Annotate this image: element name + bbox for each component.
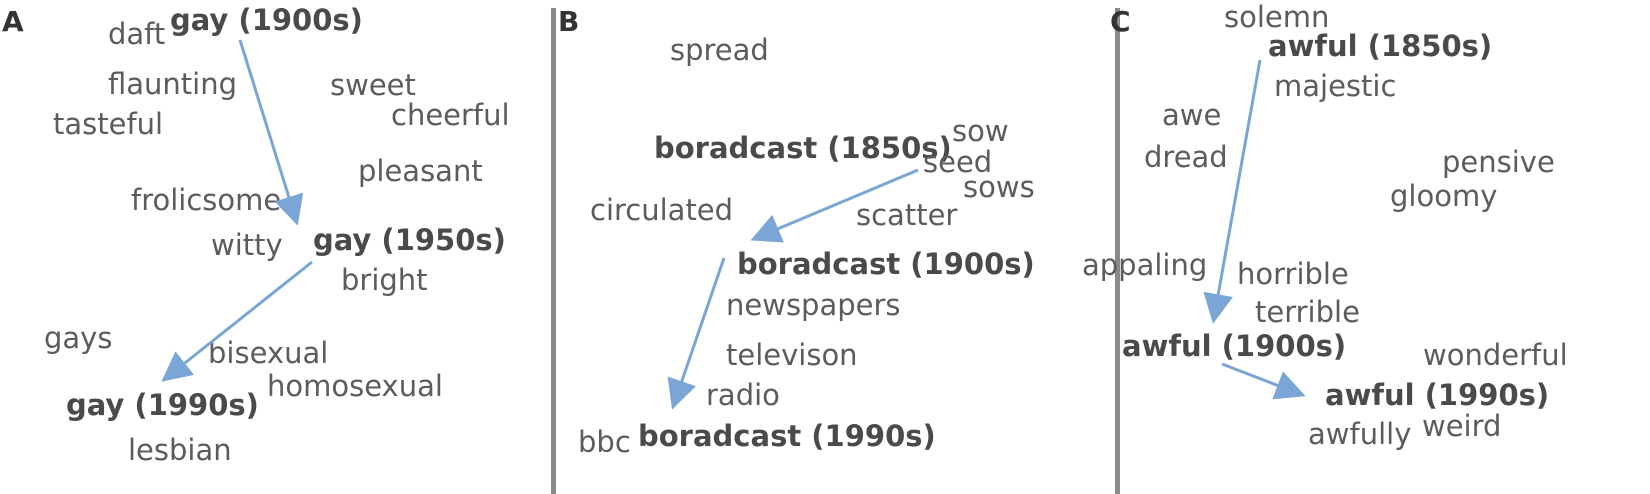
key-word: awful (1990s) — [1325, 378, 1550, 412]
key-word: gay (1950s) — [313, 223, 506, 257]
neighbor-word: lesbian — [128, 433, 232, 467]
neighbor-word: awfully — [1308, 417, 1412, 451]
key-word: gay (1900s) — [170, 3, 363, 37]
neighbor-word: dread — [1144, 140, 1228, 174]
neighbor-word: circulated — [590, 193, 734, 227]
neighbor-word: solemn — [1224, 0, 1330, 34]
neighbor-word: newspapers — [726, 288, 901, 322]
neighbor-word: majestic — [1274, 69, 1397, 103]
neighbor-word: pensive — [1442, 145, 1555, 179]
panel-divider — [1115, 8, 1120, 494]
neighbor-word: gloomy — [1390, 179, 1498, 213]
neighbor-word: pleasant — [358, 154, 483, 188]
panel-a: A gay (1900s) gay (1950s) gay (1990s) da… — [0, 0, 553, 494]
neighbor-word: radio — [706, 378, 780, 412]
panel-label: A — [2, 5, 24, 38]
neighbor-word: seed — [923, 145, 993, 179]
neighbor-word: bbc — [578, 425, 631, 459]
neighbor-word: tasteful — [53, 107, 164, 141]
neighbor-word: sow — [952, 114, 1009, 148]
neighbor-word: wonderful — [1423, 338, 1568, 372]
panel-divider — [551, 8, 556, 494]
neighbor-word: flaunting — [108, 67, 238, 101]
neighbor-word: terrible — [1255, 295, 1360, 329]
neighbor-word: awe — [1162, 98, 1222, 132]
panel-label: B — [558, 5, 580, 38]
neighbor-word: bright — [341, 263, 428, 297]
neighbor-word: weird — [1422, 409, 1502, 443]
neighbor-word: bisexual — [208, 336, 329, 370]
neighbor-word: frolicsome — [131, 183, 282, 217]
neighbor-word: televison — [726, 338, 858, 372]
panel-b: B boradcast (1850s) boradcast (1900s) bo… — [558, 0, 1116, 494]
panel-c: C awful (1850s) awful (1900s) awful (199… — [1082, 0, 1650, 494]
panel-label: C — [1110, 5, 1131, 38]
neighbor-word: spread — [670, 33, 769, 67]
neighbor-word: sows — [963, 170, 1035, 204]
key-word: boradcast (1990s) — [638, 419, 936, 453]
key-word: awful (1900s) — [1122, 329, 1347, 363]
key-word: boradcast (1900s) — [737, 247, 1035, 281]
neighbor-word: daft — [108, 17, 166, 51]
key-word: awful (1850s) — [1268, 29, 1493, 63]
neighbor-word: cheerful — [391, 98, 510, 132]
neighbor-word: scatter — [856, 198, 958, 232]
neighbor-word: sweet — [330, 68, 416, 102]
neighbor-word: appaling — [1082, 248, 1208, 282]
key-word: gay (1990s) — [66, 388, 259, 422]
neighbor-word: horrible — [1237, 257, 1349, 291]
key-word: boradcast (1850s) — [654, 131, 952, 165]
neighbor-word: homosexual — [267, 369, 443, 403]
neighbor-word: gays — [44, 321, 113, 355]
neighbor-word: witty — [211, 228, 283, 262]
